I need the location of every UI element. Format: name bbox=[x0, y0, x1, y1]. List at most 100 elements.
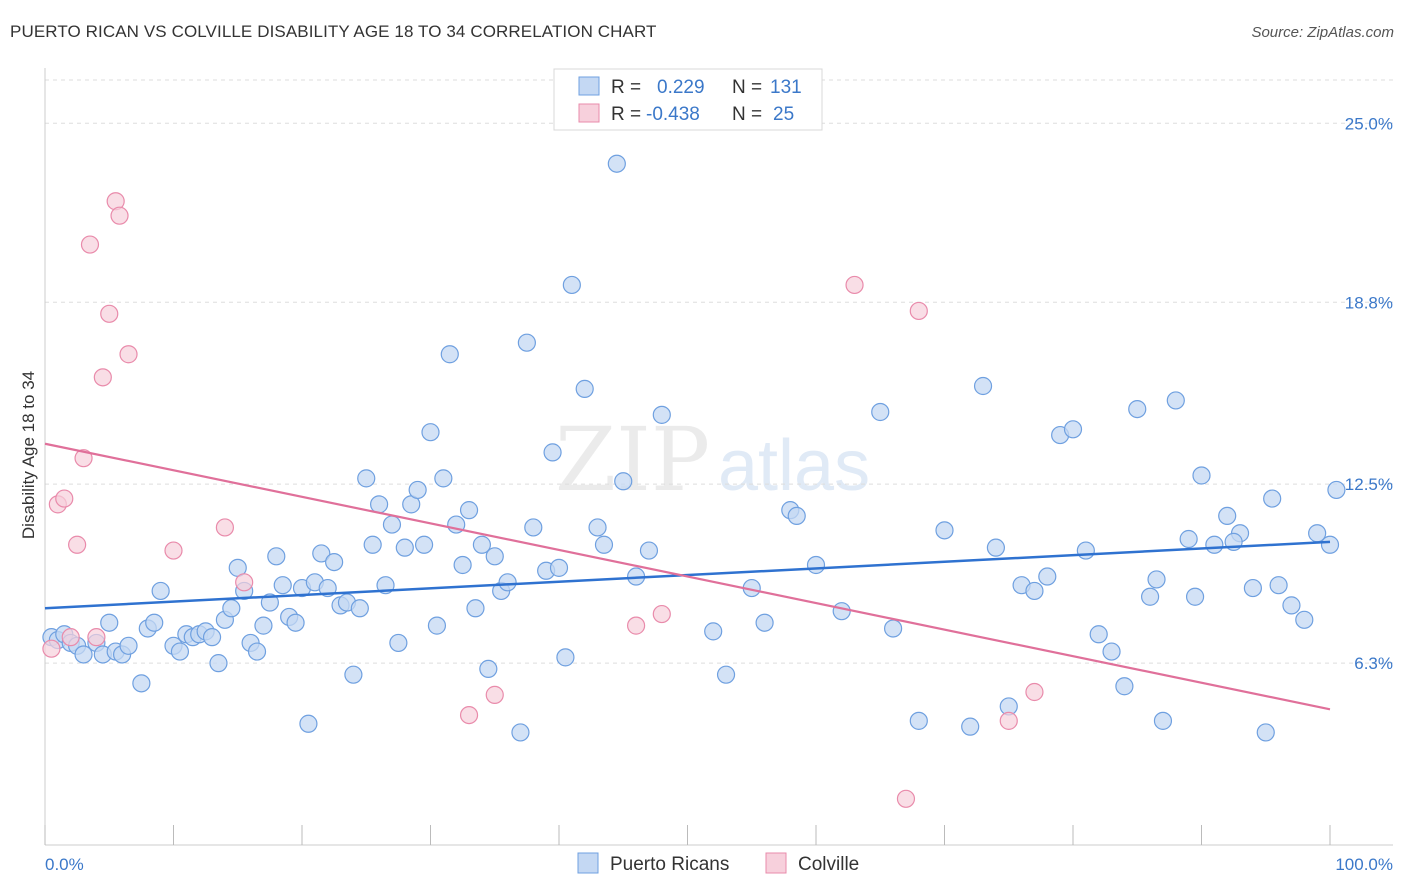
point-colville bbox=[87, 628, 106, 647]
y-tick-label: 18.8% bbox=[1345, 293, 1393, 312]
point-puerto-ricans bbox=[1263, 489, 1282, 508]
point-puerto-ricans bbox=[485, 547, 504, 566]
point-colville bbox=[485, 685, 504, 704]
point-puerto-ricans bbox=[145, 613, 164, 632]
point-puerto-ricans bbox=[389, 633, 408, 653]
point-puerto-ricans bbox=[607, 154, 626, 173]
bottom-legend-swatch-blue bbox=[577, 852, 599, 874]
point-puerto-ricans bbox=[344, 665, 363, 684]
point-puerto-ricans bbox=[273, 576, 292, 595]
point-colville bbox=[235, 573, 254, 592]
point-puerto-ricans bbox=[973, 376, 993, 396]
point-puerto-ricans bbox=[466, 599, 485, 618]
point-puerto-ricans bbox=[151, 581, 170, 601]
point-puerto-ricans bbox=[100, 613, 119, 632]
point-colville bbox=[55, 489, 74, 508]
point-puerto-ricans bbox=[408, 480, 427, 500]
point-puerto-ricans bbox=[202, 628, 222, 647]
point-colville bbox=[459, 705, 479, 725]
point-puerto-ricans bbox=[1256, 723, 1275, 742]
trend-line-colville bbox=[44, 442, 1331, 711]
point-colville bbox=[1025, 682, 1044, 702]
point-puerto-ricans bbox=[787, 506, 806, 526]
point-puerto-ricans bbox=[556, 648, 575, 667]
point-puerto-ricans bbox=[421, 423, 440, 442]
point-puerto-ricans bbox=[395, 538, 414, 557]
legend-r-value-2: -0.438 bbox=[646, 104, 700, 125]
point-colville bbox=[80, 235, 100, 254]
x-tick-label-max: 100.0% bbox=[1335, 855, 1393, 874]
point-puerto-ricans bbox=[479, 659, 498, 679]
x-tick-label-min: 0.0% bbox=[45, 855, 84, 874]
point-puerto-ricans bbox=[1205, 535, 1224, 554]
point-colville bbox=[896, 789, 916, 808]
point-colville bbox=[110, 206, 129, 225]
point-puerto-ricans bbox=[267, 547, 286, 566]
point-puerto-ricans bbox=[1025, 581, 1044, 601]
point-puerto-ricans bbox=[986, 538, 1006, 557]
y-tick-label: 6.3% bbox=[1354, 654, 1393, 673]
point-puerto-ricans bbox=[370, 495, 389, 514]
point-puerto-ricans bbox=[1179, 529, 1198, 549]
point-puerto-ricans bbox=[1218, 506, 1237, 526]
point-puerto-ricans bbox=[1243, 578, 1263, 598]
point-colville bbox=[999, 711, 1018, 730]
point-puerto-ricans bbox=[440, 345, 459, 364]
point-puerto-ricans bbox=[247, 642, 267, 661]
tick-labels: 6.3% 12.5% 18.8% 25.0% 0.0% 100.0% bbox=[45, 114, 1393, 874]
point-puerto-ricans bbox=[1076, 541, 1095, 560]
point-puerto-ricans bbox=[427, 616, 447, 635]
point-colville bbox=[100, 304, 119, 323]
y-tick-label: 12.5% bbox=[1345, 475, 1393, 494]
point-puerto-ricans bbox=[357, 469, 376, 488]
point-colville bbox=[164, 541, 183, 560]
point-puerto-ricans bbox=[549, 558, 569, 577]
point-colville bbox=[61, 628, 80, 647]
point-puerto-ricans bbox=[498, 573, 517, 592]
legend-r-label-2: R = bbox=[611, 104, 641, 125]
point-puerto-ricans bbox=[871, 402, 890, 422]
legend-n-label-2: N = bbox=[732, 104, 762, 125]
point-puerto-ricans bbox=[614, 472, 633, 491]
point-puerto-ricans bbox=[472, 535, 491, 554]
point-puerto-ricans bbox=[716, 665, 736, 684]
point-puerto-ricans bbox=[312, 544, 331, 563]
point-puerto-ricans bbox=[1115, 677, 1134, 696]
legend-swatch-pink bbox=[578, 103, 600, 123]
point-puerto-ricans bbox=[1089, 625, 1108, 644]
point-colville bbox=[93, 368, 112, 387]
axes bbox=[44, 68, 1393, 846]
point-puerto-ricans bbox=[639, 541, 659, 560]
point-puerto-ricans bbox=[350, 599, 369, 618]
legend-n-label-1: N = bbox=[732, 77, 762, 98]
point-puerto-ricans bbox=[1153, 711, 1173, 730]
point-colville bbox=[845, 275, 864, 295]
point-puerto-ricans bbox=[1063, 420, 1083, 439]
point-puerto-ricans bbox=[1140, 587, 1160, 606]
point-colville bbox=[42, 639, 61, 658]
y-axis-label: Disability Age 18 to 34 bbox=[19, 371, 38, 539]
point-puerto-ricans bbox=[909, 711, 928, 730]
point-puerto-ricans bbox=[1102, 642, 1121, 661]
point-colville bbox=[119, 345, 138, 364]
bottom-legend-label-puerto-ricans: Puerto Ricans bbox=[610, 854, 729, 875]
watermark-zip: ZIP bbox=[555, 408, 710, 511]
point-puerto-ricans bbox=[1282, 596, 1301, 615]
point-puerto-ricans bbox=[1192, 466, 1211, 485]
point-puerto-ricans bbox=[511, 723, 530, 742]
point-puerto-ricans bbox=[1147, 570, 1166, 589]
source-label: Source: ZipAtlas.com bbox=[1251, 24, 1394, 41]
point-puerto-ricans bbox=[543, 443, 562, 462]
point-puerto-ricans bbox=[594, 535, 614, 554]
bottom-legend-label-colville: Colville bbox=[798, 854, 859, 875]
point-puerto-ricans bbox=[961, 717, 980, 736]
point-puerto-ricans bbox=[588, 518, 607, 537]
point-puerto-ricans bbox=[132, 674, 151, 693]
point-puerto-ricans bbox=[704, 622, 723, 641]
point-colville bbox=[215, 518, 234, 537]
point-puerto-ricans bbox=[325, 552, 344, 572]
point-puerto-ricans bbox=[1185, 587, 1205, 606]
point-colville bbox=[652, 604, 671, 624]
legend-r-value-1: 0.229 bbox=[657, 77, 705, 98]
